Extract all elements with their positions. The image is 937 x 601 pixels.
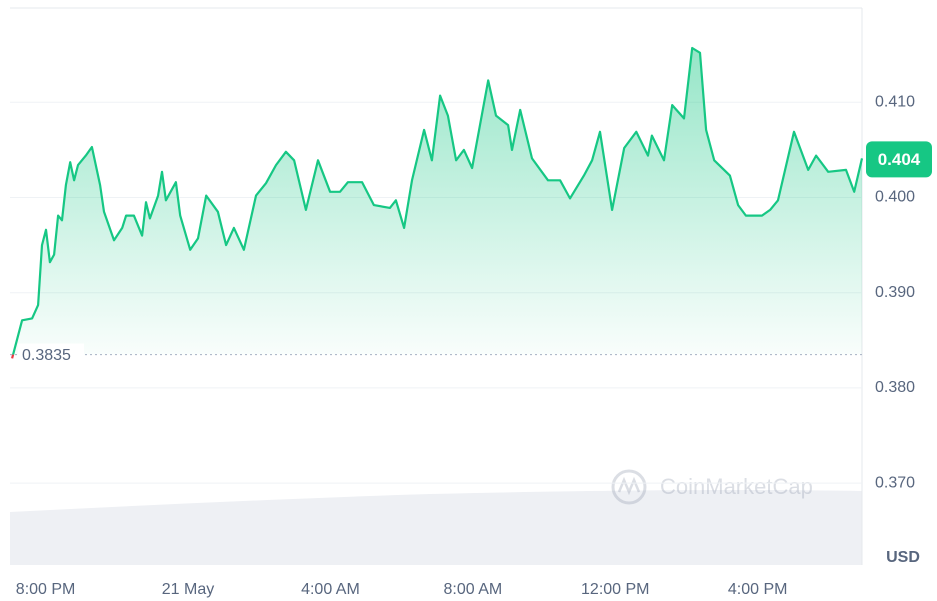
watermark: CoinMarketCap xyxy=(611,469,813,505)
x-tick-label: 12:00 PM xyxy=(581,581,649,598)
currency-label: USD xyxy=(886,549,920,566)
x-tick-label: 4:00 PM xyxy=(728,581,788,598)
price-line xyxy=(11,46,864,355)
y-tick-label: 0.370 xyxy=(875,474,915,491)
x-tick-label: 8:00 PM xyxy=(16,581,76,598)
volume-area xyxy=(10,490,862,565)
baseline-label: 0.3835 xyxy=(22,347,71,364)
y-tick-label: 0.380 xyxy=(875,379,915,396)
y-tick-label: 0.410 xyxy=(875,93,915,110)
x-tick-label: 8:00 AM xyxy=(443,581,502,598)
price-badge xyxy=(866,141,932,178)
price-area xyxy=(13,48,862,355)
price-badge-label: 0.404 xyxy=(878,150,921,169)
x-tick-label: 21 May xyxy=(162,581,214,598)
y-tick-label: 0.390 xyxy=(875,284,915,301)
y-tick-label: 0.400 xyxy=(875,189,915,206)
baseline-label-bg xyxy=(18,343,84,366)
watermark-text: CoinMarketCap xyxy=(660,474,813,499)
x-tick-label: 4:00 AM xyxy=(301,581,360,598)
